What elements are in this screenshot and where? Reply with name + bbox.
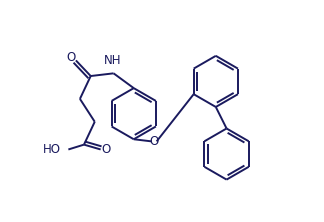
Text: NH: NH — [103, 54, 121, 67]
Text: O: O — [101, 143, 110, 156]
Text: O: O — [66, 51, 76, 64]
Text: O: O — [149, 135, 158, 148]
Text: HO: HO — [43, 143, 61, 156]
